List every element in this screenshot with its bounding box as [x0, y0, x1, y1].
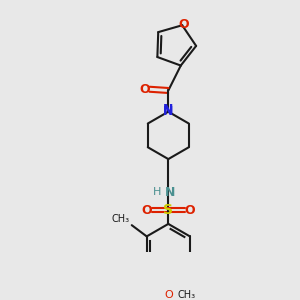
- Text: N: N: [163, 105, 173, 118]
- Text: O: O: [164, 290, 173, 300]
- Text: N: N: [165, 186, 175, 199]
- Text: O: O: [141, 204, 152, 217]
- Text: O: O: [140, 83, 150, 96]
- Text: H: H: [153, 187, 161, 196]
- Text: S: S: [163, 203, 173, 217]
- Text: O: O: [185, 204, 195, 217]
- Text: N: N: [163, 103, 173, 116]
- Text: CH₃: CH₃: [112, 214, 130, 224]
- Text: CH₃: CH₃: [177, 290, 195, 300]
- Text: O: O: [178, 17, 189, 31]
